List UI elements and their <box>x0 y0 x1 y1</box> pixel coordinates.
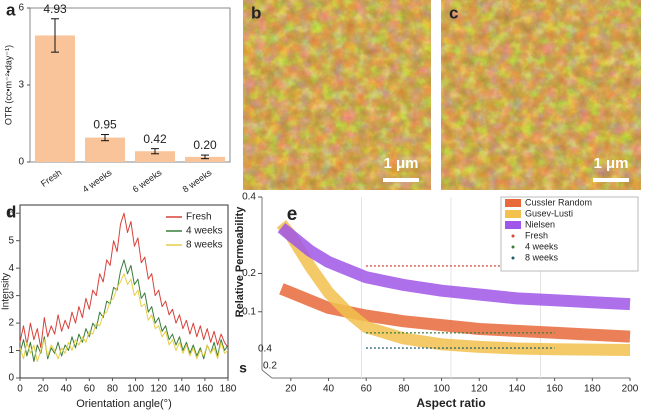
x-tick-label: 20 <box>38 384 50 395</box>
legend-label: 4 weeks <box>186 226 223 237</box>
legend-label: Nielsen <box>525 219 555 229</box>
y-tick-label: 0 <box>8 373 14 384</box>
x-tick-label: 100 <box>433 384 450 395</box>
z-tick-label: 0.2 <box>263 361 277 372</box>
value-label: 0.42 <box>143 132 167 146</box>
value-label: 4.93 <box>43 2 67 16</box>
y-tick-label: 4 <box>8 263 14 274</box>
afm-image <box>243 0 431 190</box>
legend-marker <box>511 256 515 260</box>
series-line <box>276 220 631 356</box>
error-bar <box>201 154 209 160</box>
x-tick-label: 200 <box>622 384 639 395</box>
series-line <box>19 212 229 349</box>
legend-marker <box>511 234 515 238</box>
x-tick-label: 40 <box>323 384 335 395</box>
x-tick-label: 8 weeks <box>181 167 214 194</box>
y-axis-label: OTR (cc•m⁻²•day⁻¹) <box>3 45 13 125</box>
legend-swatch <box>505 221 521 229</box>
value-label: 0.95 <box>93 118 117 132</box>
x-tick-label: 0 <box>17 384 23 395</box>
scale-bar <box>593 178 629 182</box>
y-tick-label: 0 <box>18 157 24 168</box>
panel-label: c <box>449 3 458 22</box>
x-axis-label: Orientation angle(°) <box>76 398 172 410</box>
x-tick-label: 180 <box>220 384 237 395</box>
scale-bar-label: 1 μm <box>383 155 418 172</box>
y-axis-label: Intensity <box>1 273 12 310</box>
legend-marker <box>511 245 515 249</box>
y-tick-label: 3 <box>18 80 24 91</box>
x-tick-label: 40 <box>61 384 73 395</box>
error-bar <box>51 18 59 53</box>
plot-frame <box>19 204 229 379</box>
panel-label: d <box>6 202 16 221</box>
x-tick-label: 100 <box>127 384 144 395</box>
panel-label: a <box>6 0 16 19</box>
legend-label: Fresh <box>525 230 548 240</box>
x-tick-label: 80 <box>107 384 119 395</box>
x-tick-label: 20 <box>285 384 297 395</box>
x-tick-label: 60 <box>361 384 373 395</box>
y-axis-label: Relative Permeability <box>234 206 246 318</box>
scale-bar-label: 1 μm <box>593 155 628 172</box>
y-tick-label: 0.4 <box>242 192 256 203</box>
series-line <box>19 273 229 362</box>
error-bar <box>101 134 109 142</box>
legend-box <box>500 196 639 272</box>
x-tick-label: 160 <box>197 384 214 395</box>
y-tick-label: 6 <box>18 3 24 14</box>
panel-label: e <box>287 204 298 225</box>
x-tick-label: 4 weeks <box>81 167 114 194</box>
x-tick-label: 6 weeks <box>131 167 164 194</box>
x-tick-label: Fresh <box>39 167 64 188</box>
series-line <box>277 222 631 311</box>
scale-bar <box>383 178 419 182</box>
legend-swatch <box>505 199 521 207</box>
y-tick-label: 0.2 <box>242 268 256 279</box>
bar <box>135 151 175 162</box>
x-tick-label: 140 <box>509 384 526 395</box>
legend-label: Cussler Random <box>525 197 592 207</box>
x-tick-label: 140 <box>173 384 190 395</box>
y-tick-label: 1 <box>8 345 14 356</box>
legend-label: Gusev-Lusti <box>525 208 573 218</box>
y-tick-label: 5 <box>8 235 14 246</box>
x-axis-label: Aspect ratio <box>416 396 485 410</box>
afm-image <box>441 0 641 190</box>
x-tick-label: 60 <box>84 384 96 395</box>
bar <box>85 137 125 162</box>
y-tick-label: 2 <box>8 318 14 329</box>
panel-label: b <box>251 3 261 22</box>
legend-label: 4 weeks <box>525 241 559 251</box>
legend-swatch <box>505 210 521 218</box>
x-tick-label: 160 <box>546 384 563 395</box>
x-tick-label: 80 <box>398 384 410 395</box>
series-line <box>19 259 229 362</box>
z-tick-label: 0.4 <box>258 344 272 355</box>
y-tick-label: 0.1 <box>242 306 256 317</box>
error-bar <box>151 148 159 155</box>
y-tick-label: 6 <box>8 208 14 219</box>
legend-label: 8 weeks <box>186 240 223 251</box>
x-tick-label: 120 <box>471 384 488 395</box>
x-tick-label: 180 <box>584 384 601 395</box>
x-tick-label: 120 <box>150 384 167 395</box>
bar <box>35 35 75 162</box>
bar <box>185 156 225 162</box>
legend-label: Fresh <box>186 212 212 223</box>
y-tick-label: 3 <box>8 290 14 301</box>
value-label: 0.20 <box>193 138 217 152</box>
z-axis-label: s <box>239 360 247 376</box>
legend-label: 8 weeks <box>525 252 559 262</box>
axis-line <box>261 369 273 379</box>
